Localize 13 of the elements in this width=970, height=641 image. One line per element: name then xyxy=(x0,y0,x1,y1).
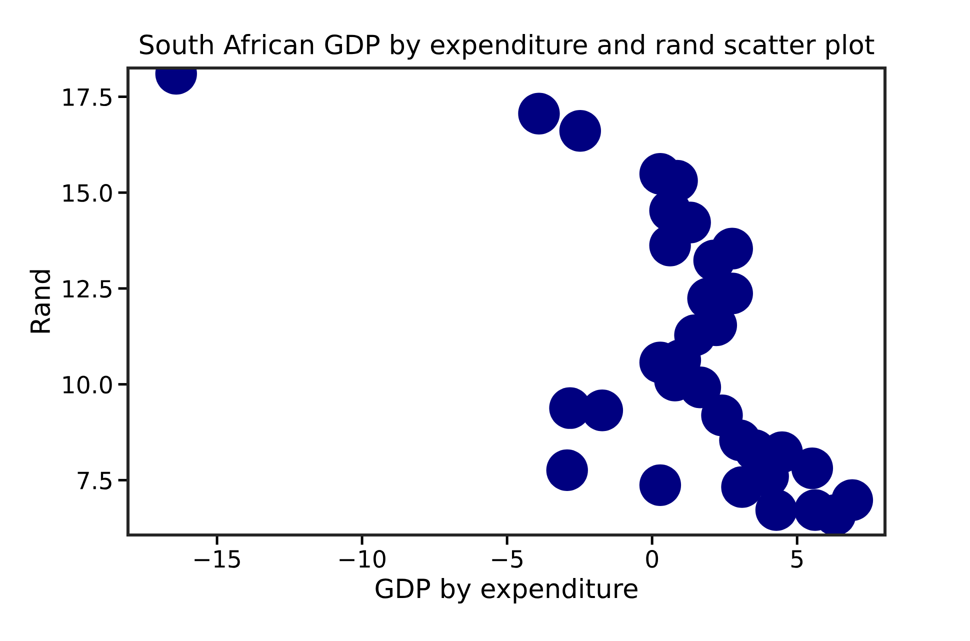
y-axis-title: Rand xyxy=(30,270,50,333)
y-tick-label: 7.5 xyxy=(78,472,112,490)
x-tick-label: 0 xyxy=(646,550,658,568)
y-tick-label: 12.5 xyxy=(63,280,112,298)
x-tick-label: −15 xyxy=(194,550,240,568)
chart-title: South African GDP by expenditure and rand scatter plot xyxy=(140,34,874,60)
x-tick-label: −5 xyxy=(492,550,522,568)
y-tick-label: 10.0 xyxy=(63,376,112,394)
x-tick-label: 5 xyxy=(791,550,803,568)
y-tick-label: 15.0 xyxy=(63,184,112,202)
x-tick-label: −10 xyxy=(340,550,386,568)
x-axis-title: GDP by expenditure xyxy=(376,578,638,604)
y-tick-label: 17.5 xyxy=(63,88,112,106)
